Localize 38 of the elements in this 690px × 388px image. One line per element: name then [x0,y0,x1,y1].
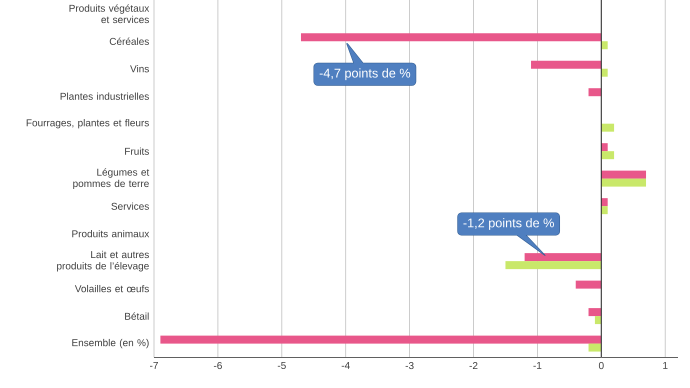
y-tick-label: Services [111,202,149,210]
x-tick-label: -5 [278,362,286,370]
x-tick-label: -1 [533,362,542,369]
bar [588,344,602,352]
bar [531,60,602,69]
bar [601,178,646,187]
y-tick-label: Produits animaux [72,230,150,238]
bar [300,33,602,42]
x-tick-label: -3 [406,362,414,370]
x-tick-label: -2 [470,362,478,370]
x-tick-label: 0 [598,362,604,370]
y-tick-label: Volailles et œufs [74,284,149,292]
bar [601,151,614,160]
x-tick-label: -6 [214,362,222,370]
y-tick-label: Produits végétaux et services [70,4,150,24]
bar [601,124,614,132]
bar [524,253,602,262]
y-tick-label: Vins [130,65,149,72]
y-tick-label: Fourrages, plantes et fleurs [26,119,149,128]
y-tick-label: Légumes et pommes de terre [73,168,150,190]
y-tick-label: Fruits [125,148,149,155]
bar [576,280,602,289]
bar [160,336,602,344]
bar [601,170,646,179]
y-tick-label: Ensemble (en %) [72,338,149,348]
y-tick-label: Céréales [110,38,149,45]
x-tick-label: 1 [663,362,668,369]
annotation: -4,7 points de % [320,68,410,80]
bar [505,261,602,270]
y-tick-label: Bétail [125,312,149,320]
bar [588,88,602,96]
annotation: -1,2 points de % [463,218,554,230]
y-tick-label: Plantes industrielles [60,92,149,100]
x-tick-label: -4 [342,362,350,369]
bar [588,308,602,316]
bar [594,316,602,324]
x-tick-label: -7 [150,362,158,369]
y-tick-label: Lait et autres produits de l’élevage [57,250,149,272]
